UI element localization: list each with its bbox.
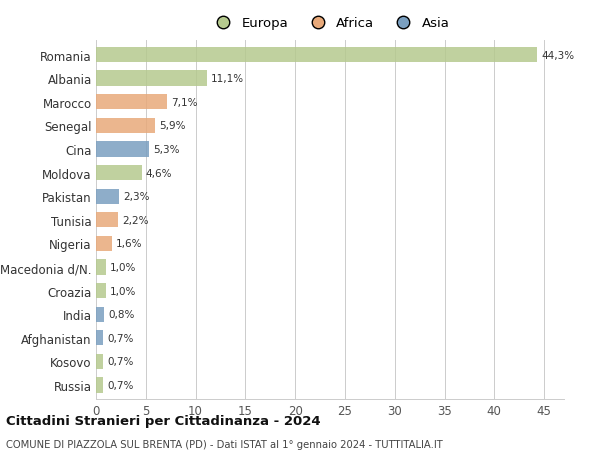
- Bar: [96, 48, 537, 63]
- Text: Cittadini Stranieri per Cittadinanza - 2024: Cittadini Stranieri per Cittadinanza - 2…: [6, 414, 320, 428]
- Text: 2,3%: 2,3%: [123, 192, 149, 202]
- Text: 0,7%: 0,7%: [107, 380, 133, 390]
- Text: 0,7%: 0,7%: [107, 333, 133, 343]
- Bar: [96, 283, 106, 299]
- Legend: Europa, Africa, Asia: Europa, Africa, Asia: [205, 12, 455, 36]
- Bar: [96, 71, 206, 87]
- Bar: [96, 378, 103, 393]
- Text: 1,6%: 1,6%: [116, 239, 142, 249]
- Text: 1,0%: 1,0%: [110, 286, 136, 296]
- Bar: [96, 236, 112, 252]
- Bar: [96, 354, 103, 369]
- Bar: [96, 118, 155, 134]
- Text: 4,6%: 4,6%: [146, 168, 172, 178]
- Text: 1,0%: 1,0%: [110, 263, 136, 273]
- Bar: [96, 189, 119, 204]
- Text: 7,1%: 7,1%: [170, 98, 197, 107]
- Text: COMUNE DI PIAZZOLA SUL BRENTA (PD) - Dati ISTAT al 1° gennaio 2024 - TUTTITALIA.: COMUNE DI PIAZZOLA SUL BRENTA (PD) - Dat…: [6, 440, 443, 449]
- Text: 0,8%: 0,8%: [108, 309, 134, 319]
- Text: 0,7%: 0,7%: [107, 357, 133, 367]
- Text: 44,3%: 44,3%: [541, 50, 574, 61]
- Bar: [96, 142, 149, 157]
- Bar: [96, 95, 167, 110]
- Text: 5,3%: 5,3%: [153, 145, 179, 155]
- Text: 11,1%: 11,1%: [211, 74, 244, 84]
- Bar: [96, 166, 142, 181]
- Bar: [96, 260, 106, 275]
- Bar: [96, 213, 118, 228]
- Bar: [96, 330, 103, 346]
- Text: 2,2%: 2,2%: [122, 215, 148, 225]
- Text: 5,9%: 5,9%: [159, 121, 185, 131]
- Bar: [96, 307, 104, 322]
